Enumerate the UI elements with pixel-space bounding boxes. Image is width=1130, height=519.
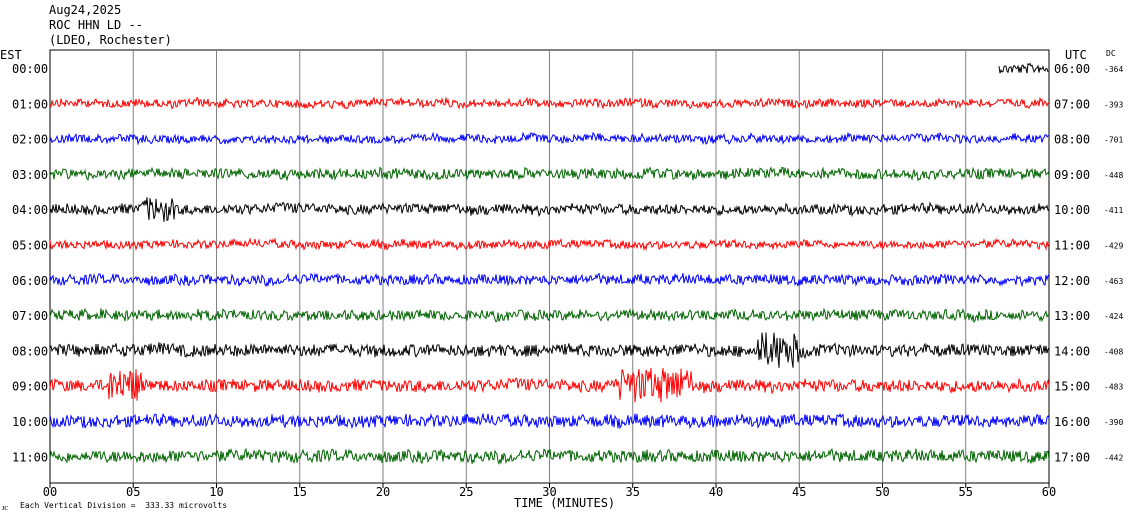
x-tick-label: 30 <box>542 485 556 499</box>
dc-value: -364 <box>1104 65 1123 74</box>
est-hour-label: 06:00 <box>12 274 48 288</box>
est-hour-label: 11:00 <box>12 450 48 464</box>
utc-hour-label: 12:00 <box>1054 274 1090 288</box>
est-hour-label: 04:00 <box>12 203 48 217</box>
dc-value: -442 <box>1104 453 1123 462</box>
seismic-trace <box>49 166 1050 182</box>
utc-hour-label: 13:00 <box>1054 309 1090 323</box>
utc-hour-label: 09:00 <box>1054 168 1090 182</box>
station-label: ROC HHN LD -- <box>49 18 143 32</box>
est-hour-label: 05:00 <box>12 239 48 253</box>
dc-column-title: DC <box>1106 49 1116 58</box>
seismic-trace <box>49 412 1050 430</box>
utc-hour-label: 06:00 <box>1054 62 1090 76</box>
seismic-trace <box>49 447 1050 465</box>
x-tick-label: 15 <box>293 485 307 499</box>
seismic-trace <box>49 307 1049 324</box>
utc-hour-label: 08:00 <box>1054 133 1090 147</box>
est-hour-label: 02:00 <box>12 133 48 147</box>
seismic-trace <box>998 62 1049 74</box>
est-hour-label: 08:00 <box>12 344 48 358</box>
dc-value: -408 <box>1104 347 1123 356</box>
date-label: Aug24,2025 <box>49 3 122 17</box>
dc-value: -483 <box>1104 383 1123 392</box>
x-axis-title: TIME (MINUTES) <box>514 496 616 510</box>
est-axis-title: EST <box>0 48 22 62</box>
seismic-trace <box>49 237 1050 252</box>
dc-value: -390 <box>1104 418 1123 427</box>
x-tick-label: 45 <box>792 485 806 499</box>
x-tick-label: 05 <box>126 485 140 499</box>
x-tick-label: 40 <box>709 485 723 499</box>
est-hour-label: 07:00 <box>12 309 48 323</box>
x-tick-label: 25 <box>459 485 473 499</box>
dc-value: -463 <box>1104 277 1123 286</box>
dc-value: -448 <box>1104 171 1123 180</box>
est-hour-label: 01:00 <box>12 97 48 111</box>
est-hour-label: 10:00 <box>12 415 48 429</box>
corner-mark: ᴊᴄ <box>2 503 9 512</box>
seismic-trace <box>49 131 1050 146</box>
utc-axis-title: UTC <box>1065 48 1087 62</box>
seismic-trace <box>49 332 1050 368</box>
est-hour-label: 09:00 <box>12 380 48 394</box>
seismic-trace <box>49 367 1050 403</box>
x-tick-label: 10 <box>209 485 223 499</box>
est-hour-label: 03:00 <box>12 168 48 182</box>
utc-hour-label: 17:00 <box>1054 450 1090 464</box>
utc-hour-label: 16:00 <box>1054 415 1090 429</box>
utc-hour-label: 07:00 <box>1054 97 1090 111</box>
x-tick-label: 55 <box>959 485 973 499</box>
scale-note: Each Vertical Division = 333.33 microvol… <box>20 501 228 510</box>
x-tick-label: 35 <box>626 485 640 499</box>
dc-value: -429 <box>1104 242 1123 251</box>
utc-hour-label: 10:00 <box>1054 203 1090 217</box>
est-hour-label: 00:00 <box>12 62 48 76</box>
dc-value: -393 <box>1104 100 1123 109</box>
dc-value: -701 <box>1104 136 1123 145</box>
network-label: (LDEO, Rochester) <box>49 33 172 47</box>
seismic-trace <box>49 272 1050 288</box>
utc-hour-label: 14:00 <box>1054 344 1090 358</box>
x-tick-label: 50 <box>875 485 889 499</box>
utc-hour-label: 11:00 <box>1054 239 1090 253</box>
utc-hour-label: 15:00 <box>1054 380 1090 394</box>
seismic-trace <box>49 197 1050 222</box>
x-tick-label: 20 <box>376 485 390 499</box>
seismic-trace <box>49 96 1050 110</box>
x-tick-label: 60 <box>1042 485 1056 499</box>
dc-value: -411 <box>1104 206 1123 215</box>
dc-value: -424 <box>1104 312 1123 321</box>
x-tick-label: 00 <box>43 485 57 499</box>
